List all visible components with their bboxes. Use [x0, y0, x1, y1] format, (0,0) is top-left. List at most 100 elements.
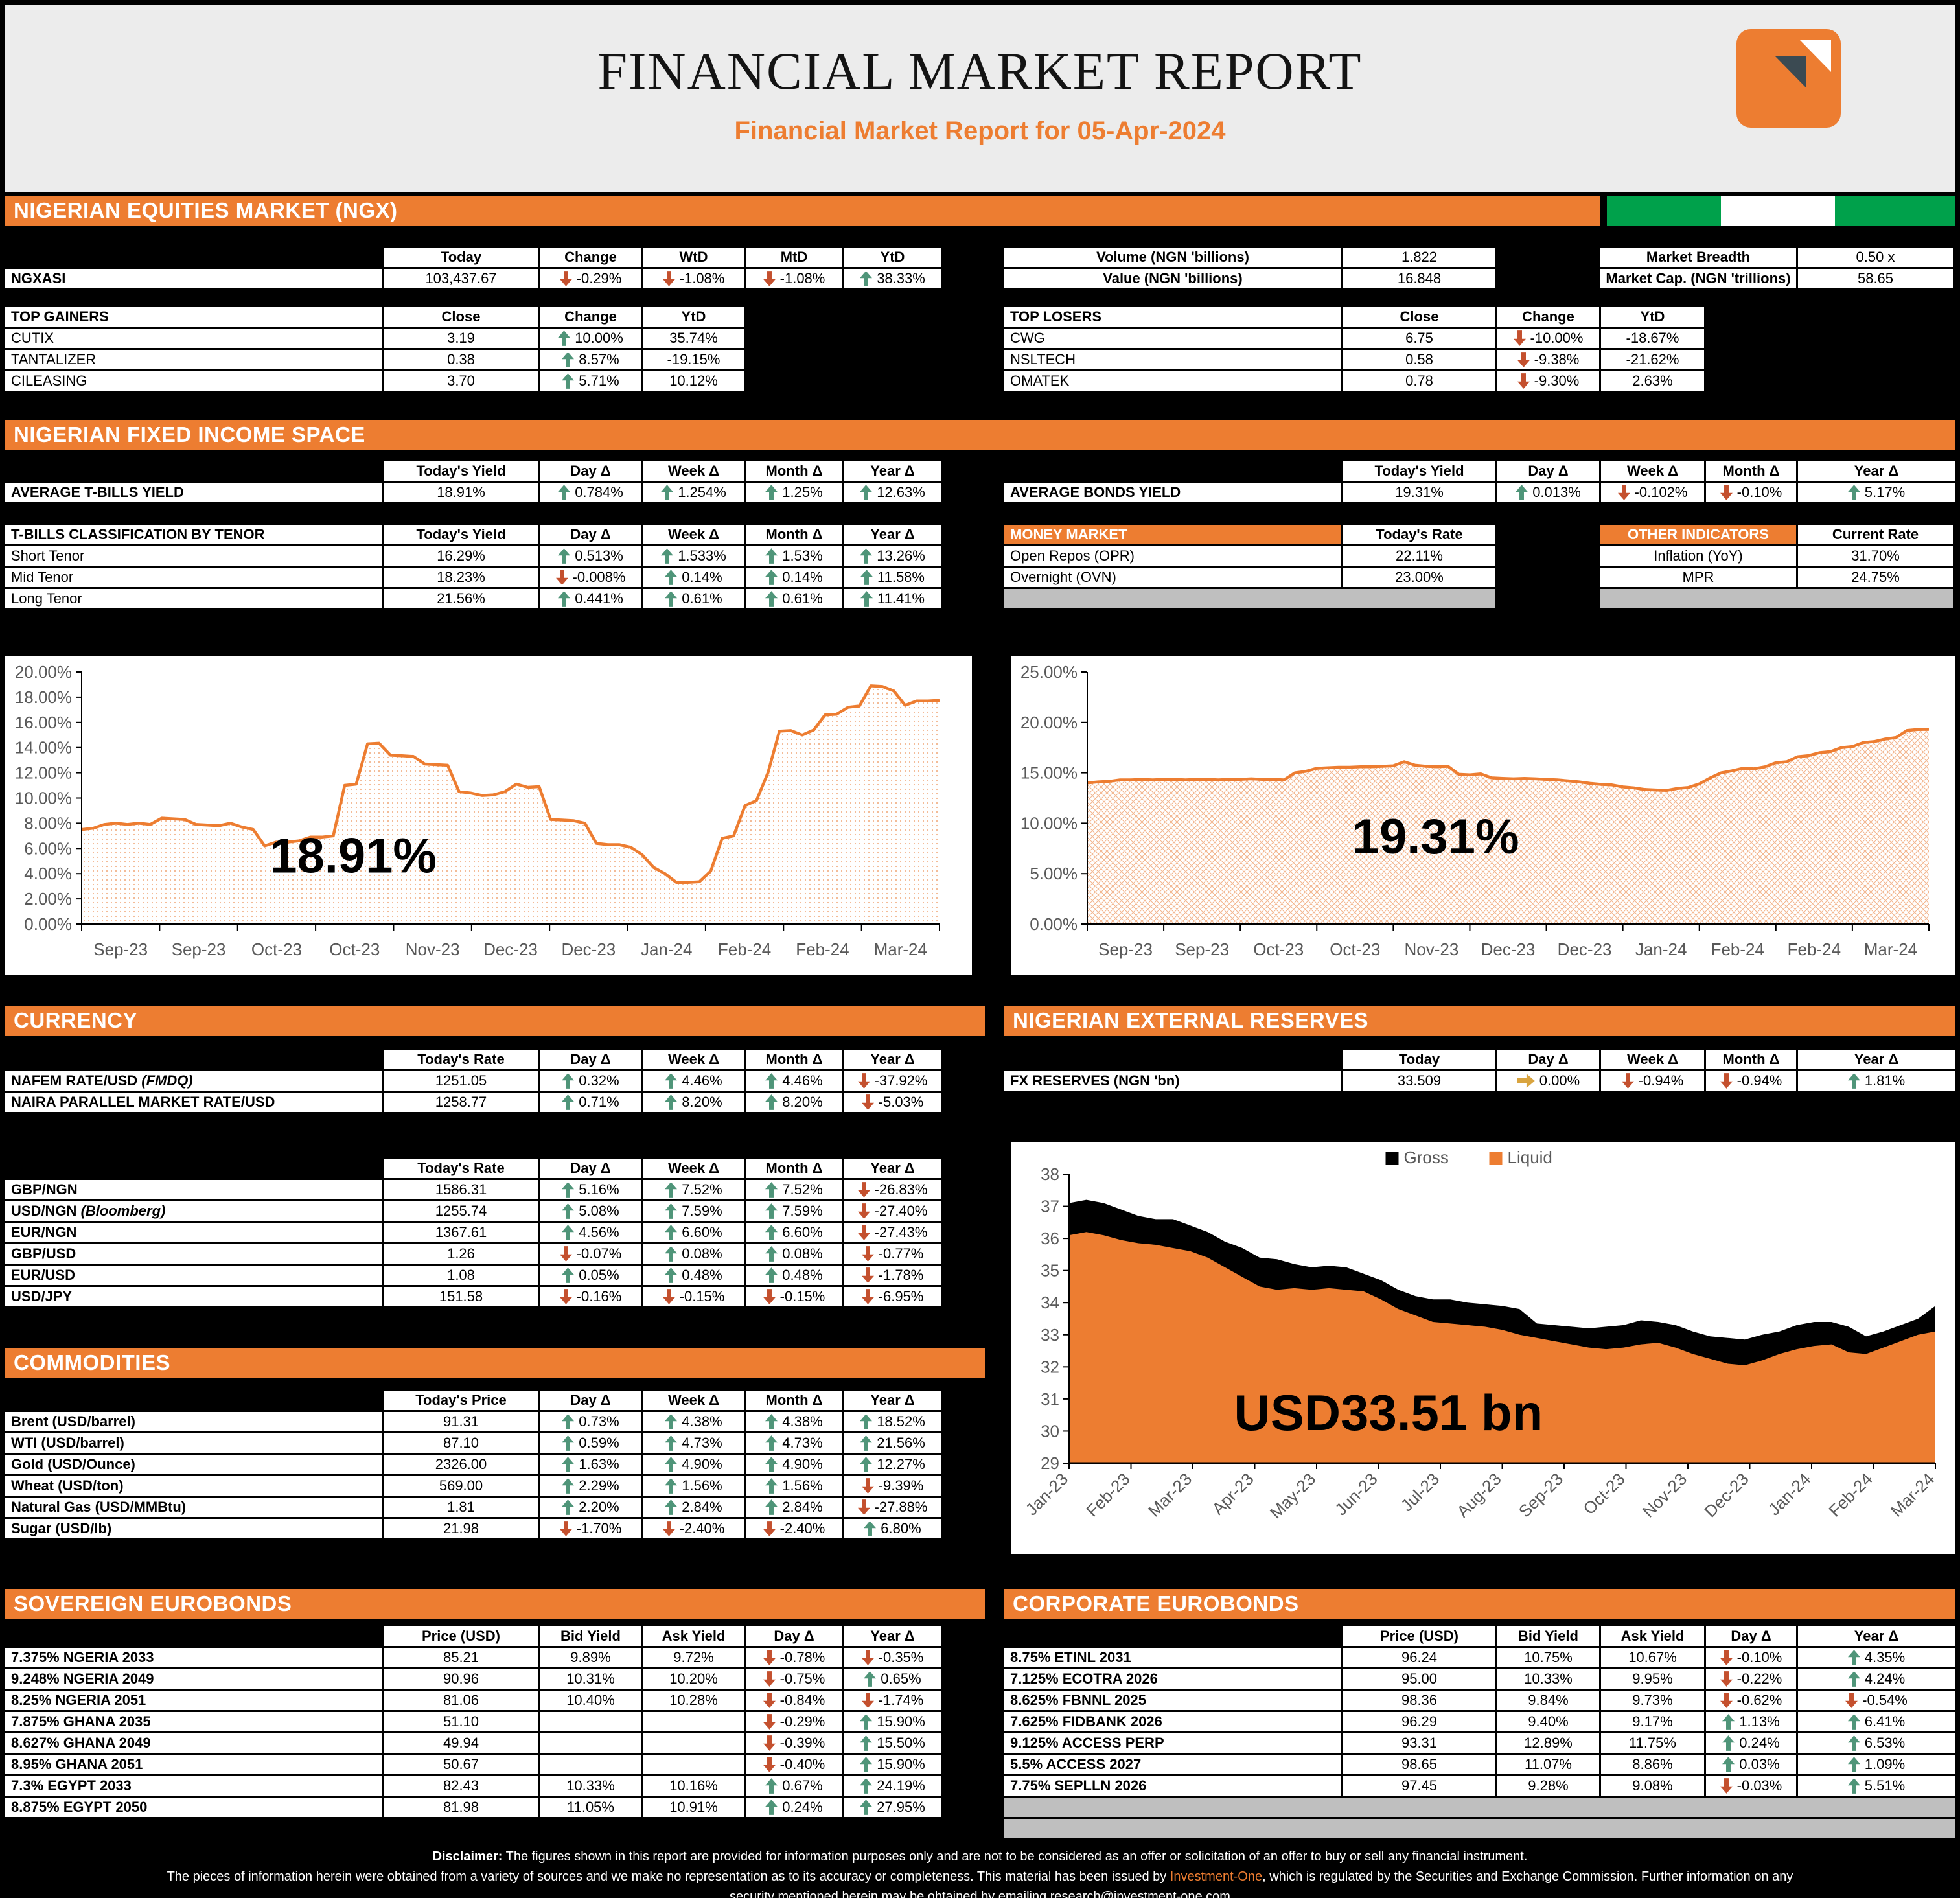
value-cell: 98.36 — [1343, 1691, 1495, 1710]
value-cell: 31.70% — [1798, 546, 1953, 566]
up-arrow-icon — [562, 1414, 575, 1429]
value-cell: 10.75% — [1497, 1648, 1599, 1667]
value-cell: 1586.31 — [384, 1180, 538, 1199]
column-header — [1004, 1050, 1341, 1069]
brand-logo-icon — [1736, 29, 1841, 128]
row-label: Long Tenor — [5, 589, 382, 608]
row-label: Market Breadth — [1600, 248, 1796, 267]
up-arrow-icon — [1722, 1714, 1735, 1730]
column-header: Week Δ — [643, 1159, 744, 1178]
delta-cell: -0.10% — [1706, 483, 1796, 502]
value-cell: 10.91% — [643, 1798, 744, 1817]
chart-svg: 0.00% 5.00% 10.00% 15.00% 20.00% 25.00% Sep-23… — [1020, 662, 1930, 959]
delta-cell: -0.03% — [1706, 1776, 1796, 1796]
up-arrow-icon — [765, 1499, 778, 1515]
value-cell: 22.11% — [1343, 546, 1495, 566]
row-label: 8.75% ETINL 2031 — [1004, 1648, 1341, 1667]
value-cell — [643, 1733, 744, 1753]
down-arrow-icon — [763, 1757, 776, 1772]
svg-text:Feb-24: Feb-24 — [1711, 940, 1764, 959]
delta-cell: -9.39% — [844, 1476, 941, 1496]
column-header: Today's Rate — [384, 1159, 538, 1178]
down-arrow-icon — [559, 1246, 572, 1262]
value-cell: 10.20% — [643, 1669, 744, 1689]
value-cell: 0.78 — [1343, 371, 1495, 391]
delta-cell: 0.05% — [540, 1266, 641, 1285]
column-header: Year Δ — [844, 1050, 941, 1069]
column-header: Year Δ — [1798, 1050, 1955, 1069]
delta-cell: 13.26% — [844, 546, 941, 566]
down-arrow-icon — [662, 1289, 675, 1304]
delta-cell: 1.254% — [643, 483, 744, 502]
delta-cell: -2.40% — [643, 1519, 744, 1538]
column-header: Bid Yield — [1497, 1626, 1599, 1646]
column-header: Today — [384, 248, 538, 267]
value-cell: 21.56% — [384, 589, 538, 608]
column-header: Week Δ — [643, 525, 744, 544]
svg-text:5.00%: 5.00% — [1030, 864, 1078, 883]
svg-text:29: 29 — [1041, 1453, 1059, 1473]
column-header: Month Δ — [746, 1159, 842, 1178]
delta-cell: -0.15% — [643, 1287, 744, 1306]
value-cell: 3.70 — [384, 371, 538, 391]
delta-cell: -0.102% — [1601, 483, 1704, 502]
section-banner-reserves: NIGERIAN EXTERNAL RESERVES — [1004, 1006, 1955, 1036]
svg-text:Oct-23: Oct-23 — [251, 940, 302, 959]
up-arrow-icon — [765, 1094, 778, 1110]
value-cell: 9.95% — [1601, 1669, 1704, 1689]
value-cell: 23.00% — [1343, 568, 1495, 587]
section-banner-equities: NIGERIAN EQUITIES MARKET (NGX) — [5, 196, 1600, 226]
down-arrow-icon — [857, 1499, 870, 1515]
section-banner-commodities: COMMODITIES — [5, 1348, 985, 1378]
value-cell: 9.17% — [1601, 1712, 1704, 1731]
delta-cell: 1.09% — [1798, 1755, 1955, 1774]
up-arrow-icon — [1847, 1757, 1860, 1772]
delta-cell: -1.08% — [746, 269, 842, 288]
down-arrow-icon — [1720, 485, 1733, 500]
up-arrow-icon — [661, 485, 674, 500]
svg-text:18.00%: 18.00% — [15, 688, 72, 707]
row-label: AVERAGE T-BILLS YIELD — [5, 483, 382, 502]
row-label: EUR/NGN — [5, 1223, 382, 1242]
svg-text:10.00%: 10.00% — [1020, 813, 1078, 833]
delta-cell: -1.74% — [844, 1691, 941, 1710]
up-arrow-icon — [665, 1246, 678, 1262]
flat-arrow-icon — [1517, 1074, 1535, 1088]
row-label: 7.125% ECOTRA 2026 — [1004, 1669, 1341, 1689]
delta-cell: 1.25% — [746, 483, 842, 502]
delta-cell: 5.16% — [540, 1180, 641, 1199]
row-label: Natural Gas (USD/MMBtu) — [5, 1498, 382, 1517]
up-arrow-icon — [765, 1182, 778, 1198]
value-cell: 2326.00 — [384, 1455, 538, 1474]
corporate-eurobonds-table: Price (USD) Bid Yield Ask Yield Day Δ Year Δ… — [1004, 1626, 1955, 1838]
delta-cell: 6.60% — [643, 1223, 744, 1242]
value-cell: 11.75% — [1601, 1733, 1704, 1753]
row-label: Market Cap. (NGN 'trillions) — [1600, 269, 1796, 288]
delta-cell: -0.07% — [540, 1244, 641, 1264]
delta-cell: -0.29% — [746, 1712, 842, 1731]
delta-cell: 38.33% — [844, 269, 941, 288]
row-label: TANTALIZER — [5, 350, 382, 369]
column-header: Change — [1497, 307, 1599, 327]
svg-text:16.00%: 16.00% — [15, 713, 72, 732]
delta-cell: 0.73% — [540, 1412, 641, 1431]
up-arrow-icon — [665, 591, 678, 607]
svg-text:35: 35 — [1041, 1261, 1059, 1280]
up-arrow-icon — [665, 1073, 678, 1089]
delta-cell: 0.59% — [540, 1433, 641, 1453]
up-arrow-icon — [765, 1414, 778, 1429]
value-cell: 1255.74 — [384, 1201, 538, 1221]
svg-text:30: 30 — [1041, 1421, 1059, 1441]
svg-text:Oct-23: Oct-23 — [1579, 1469, 1628, 1518]
column-header: Today's Yield — [1343, 461, 1495, 481]
delta-cell: 15.90% — [844, 1712, 941, 1731]
up-arrow-icon — [765, 591, 778, 607]
row-label: 5.5% ACCESS 2027 — [1004, 1755, 1341, 1774]
svg-text:Aug-23: Aug-23 — [1453, 1469, 1505, 1521]
delta-cell: 0.65% — [844, 1669, 941, 1689]
delta-cell: 1.63% — [540, 1455, 641, 1474]
down-arrow-icon — [861, 1289, 874, 1304]
value-cell: 10.12% — [643, 371, 744, 391]
svg-text:12.00%: 12.00% — [15, 763, 72, 783]
